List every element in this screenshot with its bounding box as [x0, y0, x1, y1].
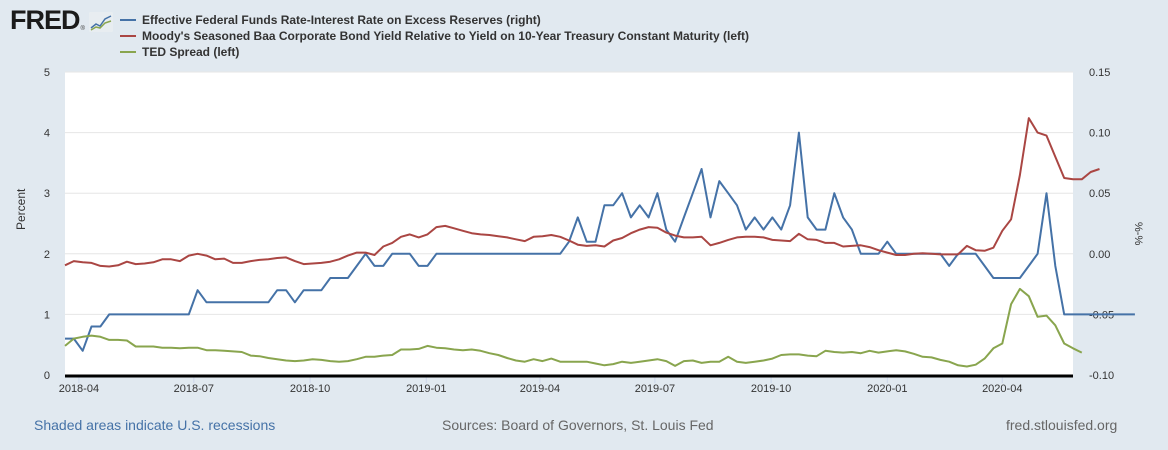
legend-swatch — [120, 35, 136, 37]
legend-item[interactable]: TED Spread (left) — [120, 44, 749, 60]
y-left-tick-label: 3 — [44, 188, 50, 200]
y-left-tick-label: 4 — [44, 128, 50, 140]
y-right-tick-label: 0.00 — [1089, 249, 1110, 261]
chart-legend: Effective Federal Funds Rate-Interest Ra… — [120, 12, 749, 60]
series-line-2 — [64, 117, 1100, 268]
plot-area — [65, 72, 1073, 375]
legend-label: Moody's Seasoned Baa Corporate Bond Yiel… — [142, 29, 749, 43]
fred-logo[interactable]: FRED ® — [10, 6, 113, 34]
x-tick-label: 2019-07 — [635, 383, 675, 395]
legend-item[interactable]: Effective Federal Funds Rate-Interest Ra… — [120, 12, 749, 28]
recessions-note-link[interactable]: Shaded areas indicate U.S. recessions — [34, 417, 276, 433]
x-tick-label: 2018-10 — [290, 383, 330, 395]
site-link[interactable]: fred.stlouisfed.org — [1006, 417, 1118, 433]
series-line-1 — [65, 131, 1135, 352]
y-left-tick-label: 5 — [44, 67, 50, 79]
legend-item[interactable]: Moody's Seasoned Baa Corporate Bond Yiel… — [120, 28, 749, 44]
fred-logo-text: FRED — [10, 5, 80, 35]
y-axis-left-label: Percent — [14, 188, 28, 230]
y-axis-right-label: %-% — [1132, 222, 1144, 246]
y-right-tick-label: 0.15 — [1089, 67, 1110, 79]
x-tick-label: 2020-04 — [982, 383, 1022, 395]
legend-label: Effective Federal Funds Rate-Interest Ra… — [142, 13, 541, 27]
chart-logo-icon — [88, 12, 113, 32]
legend-label: TED Spread (left) — [142, 45, 240, 59]
sources-text: Sources: Board of Governors, St. Louis F… — [442, 417, 714, 433]
y-left-tick-label: 2 — [44, 249, 50, 261]
legend-swatch — [120, 51, 136, 53]
registered-mark: ® — [80, 26, 85, 32]
y-left-tick-label: 1 — [44, 309, 50, 321]
y-right-tick-label: 0.10 — [1089, 128, 1110, 140]
legend-swatch — [120, 19, 136, 21]
x-tick-label: 2020-01 — [867, 383, 907, 395]
x-tick-label: 2018-04 — [59, 383, 99, 395]
x-tick-label: 2019-01 — [406, 383, 446, 395]
y-right-tick-label: -0.10 — [1089, 370, 1114, 382]
x-tick-label: 2019-04 — [520, 383, 560, 395]
x-tick-label: 2019-10 — [751, 383, 791, 395]
x-tick-label: 2018-07 — [174, 383, 214, 395]
series-line-3 — [64, 287, 1083, 368]
y-left-tick-label: 0 — [44, 370, 50, 382]
y-right-tick-label: 0.05 — [1089, 188, 1110, 200]
